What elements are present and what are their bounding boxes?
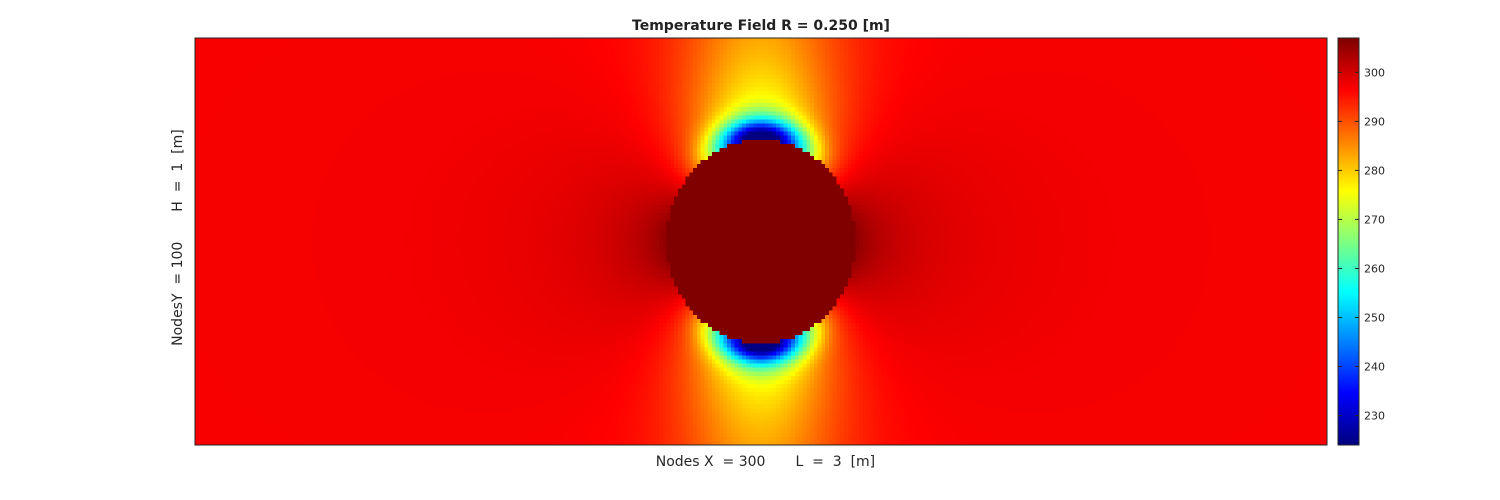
- colorbar-ticks: 230 240 250 260 270 280 290 300: [1338, 66, 1385, 423]
- colorbar-tick-label: 290: [1364, 115, 1385, 128]
- y-label-length: H = 1 [m]: [170, 129, 186, 211]
- colorbar-tick-label: 230: [1364, 410, 1385, 423]
- x-axis-label: Nodes X = 300 L = 3 [m]: [633, 454, 888, 470]
- colorbar-tick-label: 250: [1364, 312, 1385, 325]
- y-label-nodes: NodesY = 100: [170, 242, 186, 346]
- colorbar-tick-label: 280: [1364, 164, 1385, 177]
- x-label-length: L = 3 [m]: [795, 454, 875, 470]
- colorbar-frame: [1337, 37, 1360, 446]
- colorbar: 230 240 250 260 270 280 290 300: [1337, 37, 1385, 446]
- chart-title: Temperature Field R = 0.250 [m]: [632, 18, 890, 34]
- colorbar-tick-label: 240: [1364, 361, 1385, 374]
- colorbar-tick-label: 260: [1364, 262, 1385, 275]
- x-label-nodes: Nodes X = 300: [656, 454, 766, 470]
- colorbar-tick-label: 270: [1364, 213, 1385, 226]
- heatmap-plot: [194, 37, 1328, 446]
- y-axis-label: NodesY = 100 H = 1 [m]: [170, 107, 186, 377]
- plot-frame: [194, 37, 1328, 446]
- colorbar-tick-label: 300: [1364, 66, 1385, 79]
